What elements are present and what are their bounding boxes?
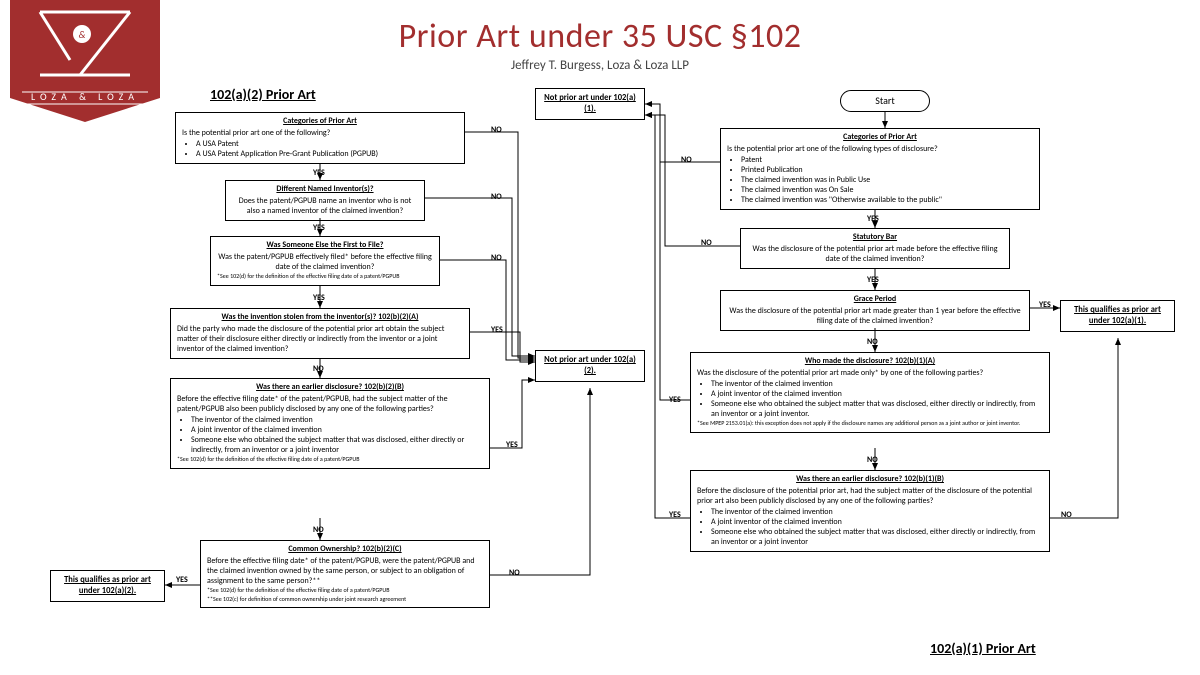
logo-text: LOZA & LOZA bbox=[10, 90, 160, 103]
start-node: Start bbox=[840, 90, 930, 112]
node-question: Was the disclosure of the potential prio… bbox=[727, 306, 1023, 326]
edge-label: YES bbox=[1038, 300, 1052, 310]
edge-label: YES bbox=[312, 293, 326, 303]
start-label: Start bbox=[875, 94, 894, 107]
node-title: Who made the disclosure? 102(b)(1)(A) bbox=[697, 356, 1043, 366]
edge-label: NO bbox=[490, 125, 503, 135]
node-footnote: *See 102(d) for the definition of the ef… bbox=[217, 273, 433, 281]
edge-label: YES bbox=[312, 223, 326, 233]
node-right-who-disclosed: Who made the disclosure? 102(b)(1)(A) Wa… bbox=[690, 352, 1050, 433]
edge-label: YES bbox=[866, 275, 880, 285]
node-title: Statutory Bar bbox=[747, 232, 1003, 242]
node-title: Was the invention stolen from the invent… bbox=[177, 312, 463, 322]
node-question: Before the disclosure of the potential p… bbox=[697, 486, 1043, 506]
node-left-stolen: Was the invention stolen from the invent… bbox=[170, 308, 470, 359]
edge-label: YES bbox=[668, 510, 682, 520]
edge-label: NO bbox=[490, 192, 503, 202]
node-question: Was the disclosure of the potential prio… bbox=[747, 244, 1003, 264]
node-question: Before the effective filing date* of the… bbox=[177, 394, 483, 414]
node-left-first-to-file: Was Someone Else the First to File? Was … bbox=[210, 236, 440, 286]
node-question: Before the effective filing date* of the… bbox=[207, 556, 483, 586]
node-left-categories: Categories of Prior Art Is the potential… bbox=[175, 112, 465, 164]
node-question: Was the patent/PGPUB effectively filed* … bbox=[217, 252, 433, 272]
node-title: Common Ownership? 102(b)(2)(C) bbox=[207, 544, 483, 554]
node-footnote: *See 102(d) for the definition of the ef… bbox=[177, 456, 483, 464]
edge-label: NO bbox=[312, 364, 325, 374]
edge-label: NO bbox=[312, 525, 325, 535]
node-footnote: **See 102(c) for definition of common ow… bbox=[207, 596, 483, 604]
edge-label: NO bbox=[1060, 510, 1073, 520]
edge-label: NO bbox=[866, 455, 879, 465]
section-label-right: 102(a)(1) Prior Art bbox=[930, 640, 1036, 657]
node-list: The inventor of the claimed invention A … bbox=[191, 415, 483, 455]
node-title: Grace Period bbox=[727, 294, 1023, 304]
edge-label: NO bbox=[490, 253, 503, 263]
node-left-earlier-disclosure: Was there an earlier disclosure? 102(b)(… bbox=[170, 378, 490, 469]
edge-label: YES bbox=[505, 440, 519, 450]
node-question: Is the potential prior art one of the fo… bbox=[727, 144, 1033, 154]
result-qualifies-a1: This qualifies as prior art under 102(a)… bbox=[1060, 300, 1175, 332]
result-not-prior-art-a2: Not prior art under 102(a)(2). bbox=[535, 350, 645, 382]
node-right-earlier-disclosure: Was there an earlier disclosure? 102(b)(… bbox=[690, 470, 1050, 552]
edge-label: YES bbox=[866, 214, 880, 224]
node-right-grace-period: Grace Period Was the disclosure of the p… bbox=[720, 290, 1030, 331]
section-label-left: 102(a)(2) Prior Art bbox=[210, 86, 316, 103]
node-title: Different Named Inventor(s)? bbox=[232, 184, 418, 194]
node-title: Was Someone Else the First to File? bbox=[217, 240, 433, 250]
node-left-common-ownership: Common Ownership? 102(b)(2)(C) Before th… bbox=[200, 540, 490, 608]
node-question: Does the patent/PGPUB name an inventor w… bbox=[232, 196, 418, 216]
edge-label: NO bbox=[700, 238, 713, 248]
node-right-statutory-bar: Statutory Bar Was the disclosure of the … bbox=[740, 228, 1010, 269]
edge-label: YES bbox=[312, 168, 326, 178]
node-question: Is the potential prior art one of the fo… bbox=[182, 128, 458, 138]
page-title: Prior Art under 35 USC §102 bbox=[0, 16, 1200, 57]
node-title: Was there an earlier disclosure? 102(b)(… bbox=[177, 382, 483, 392]
node-left-different-inventor: Different Named Inventor(s)? Does the pa… bbox=[225, 180, 425, 221]
node-list: Patent Printed Publication The claimed i… bbox=[741, 155, 1033, 205]
result-not-prior-art-a1-top: Not prior art under 102(a)(1). bbox=[535, 88, 645, 120]
page-subtitle: Jeffrey T. Burgess, Loza & Loza LLP bbox=[0, 58, 1200, 73]
edge-label: YES bbox=[175, 575, 189, 585]
node-question: Was the disclosure of the potential prio… bbox=[697, 368, 1043, 378]
edge-label: YES bbox=[668, 395, 682, 405]
node-footnote: *See 102(d) for the definition of the ef… bbox=[207, 587, 483, 595]
edge-label: NO bbox=[680, 155, 693, 165]
node-title: Categories of Prior Art bbox=[727, 132, 1033, 142]
node-right-categories: Categories of Prior Art Is the potential… bbox=[720, 128, 1040, 210]
node-footnote: *See MPEP 2153.01(a): this exception doe… bbox=[697, 420, 1043, 428]
node-list: The inventor of the claimed invention A … bbox=[711, 507, 1043, 547]
edge-label: NO bbox=[508, 568, 521, 578]
result-qualifies-a2: This qualifies as prior art under 102(a)… bbox=[50, 570, 165, 602]
edge-label: YES bbox=[490, 325, 504, 335]
node-question: Did the party who made the disclosure of… bbox=[177, 324, 463, 354]
edge-label: NO bbox=[866, 337, 879, 347]
node-list: The inventor of the claimed invention A … bbox=[711, 379, 1043, 419]
node-list: A USA Patent A USA Patent Application Pr… bbox=[196, 139, 458, 159]
node-title: Categories of Prior Art bbox=[182, 116, 458, 126]
node-title: Was there an earlier disclosure? 102(b)(… bbox=[697, 474, 1043, 484]
